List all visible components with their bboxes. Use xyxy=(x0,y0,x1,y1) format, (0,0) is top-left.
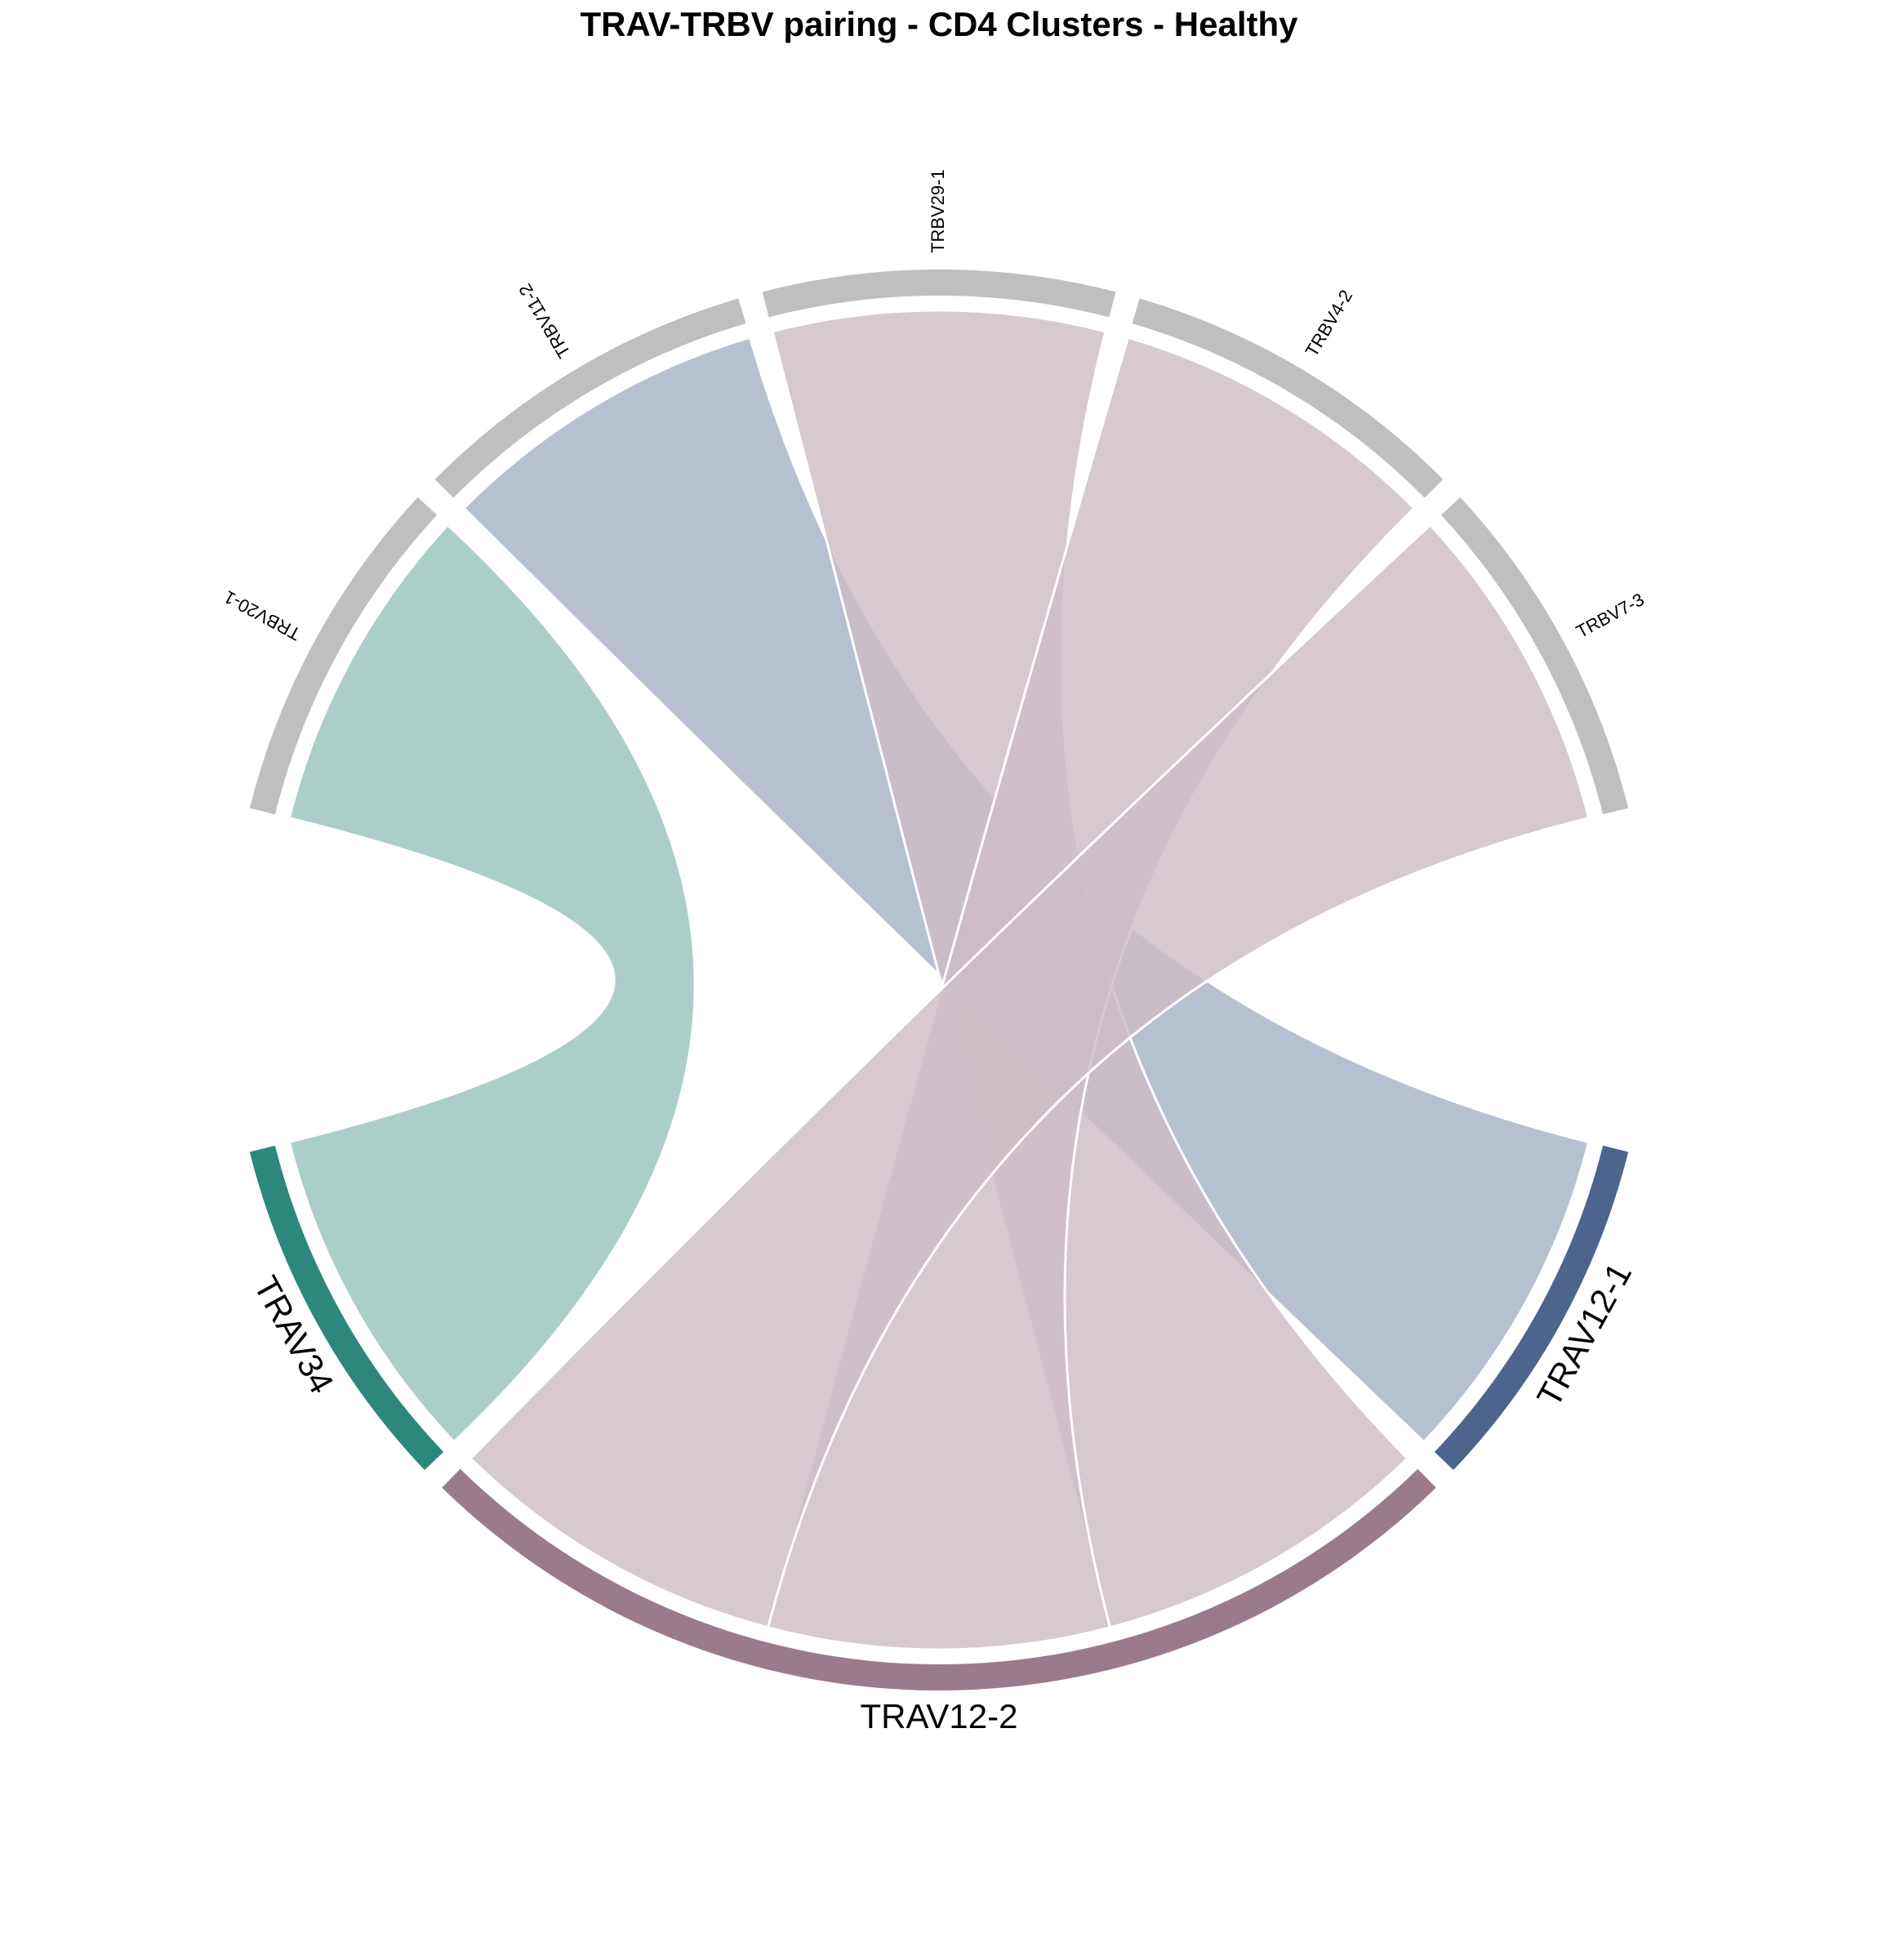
links-layer xyxy=(287,309,1591,1651)
sector-label-trbv4-2: TRBV4-2 xyxy=(1302,287,1357,361)
sector-track-trbv29-1 xyxy=(762,269,1116,318)
sector-track-trbv20-1 xyxy=(249,497,438,815)
tracks-layer xyxy=(249,269,1629,1691)
sector-track-trav12-1 xyxy=(1434,1145,1629,1470)
sector-track-trbv4-2 xyxy=(1132,298,1444,498)
sector-label-trav12-2: TRAV12-2 xyxy=(861,1697,1018,1735)
sector-track-trav12-2 xyxy=(442,1468,1436,1691)
link-trbv7-3-trav12-2 xyxy=(469,523,1591,1629)
sector-label-trbv29-1: TRBV29-1 xyxy=(928,169,948,253)
chart-title: TRAV-TRBV pairing - CD4 Clusters - Healt… xyxy=(580,5,1298,43)
link-trbv20-1-trav34 xyxy=(287,523,696,1444)
sector-track-trav34 xyxy=(249,1145,444,1470)
sector-label-trbv11-2: TRBV11-2 xyxy=(514,280,574,362)
sector-label-trbv20-1: TRBV20-1 xyxy=(220,586,304,644)
sector-label-trbv7-3: TRBV7-3 xyxy=(1573,589,1647,642)
sector-track-trbv11-2 xyxy=(434,298,746,498)
sector-track-trbv7-3 xyxy=(1440,497,1629,815)
